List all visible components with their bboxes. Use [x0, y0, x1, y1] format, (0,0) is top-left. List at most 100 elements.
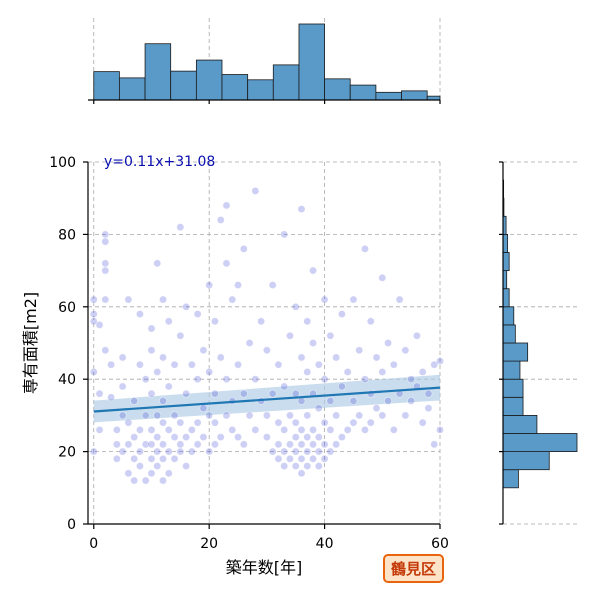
- data-point: [268, 281, 277, 289]
- data-point: [303, 411, 312, 420]
- data-point: [291, 418, 300, 427]
- data-point: [245, 411, 254, 420]
- data-point: [251, 425, 260, 434]
- data-point: [303, 462, 312, 470]
- data-point: [326, 397, 335, 405]
- data-point: [211, 317, 219, 326]
- data-point: [89, 317, 98, 326]
- data-point: [338, 310, 346, 318]
- data-point: [262, 346, 271, 355]
- data-point: [170, 360, 179, 369]
- data-point: [291, 389, 300, 398]
- data-point: [222, 411, 231, 420]
- x-tick-label: 40: [316, 536, 334, 552]
- data-point: [193, 418, 202, 427]
- x-tick-label: 0: [89, 536, 98, 552]
- x-marginal-histogram: [88, 18, 441, 104]
- data-point: [187, 425, 196, 434]
- data-point: [309, 440, 317, 449]
- data-point: [118, 447, 127, 456]
- data-point: [182, 302, 190, 311]
- x-axis-label: 築年数[年]: [226, 558, 303, 577]
- data-point: [147, 346, 156, 355]
- data-point: [378, 273, 387, 282]
- data-point: [291, 302, 300, 311]
- data-point: [124, 418, 133, 427]
- data-point: [222, 375, 231, 384]
- x-hist-bar: [247, 79, 274, 101]
- data-point: [124, 440, 133, 449]
- y-hist-bar: [502, 342, 529, 362]
- data-point: [234, 433, 242, 442]
- data-point: [309, 266, 317, 275]
- data-point: [343, 368, 352, 376]
- data-point: [378, 368, 387, 376]
- data-point: [407, 375, 416, 384]
- data-point: [170, 454, 179, 463]
- x-hist-bar: [324, 78, 351, 101]
- data-point: [303, 447, 312, 456]
- data-point: [251, 375, 260, 384]
- data-point: [118, 382, 127, 391]
- data-point: [274, 454, 283, 463]
- data-point: [136, 360, 144, 369]
- y-hist-bar: [502, 451, 550, 471]
- data-point: [314, 447, 323, 456]
- data-point: [228, 425, 237, 434]
- data-point: [187, 447, 196, 456]
- data-point: [136, 447, 144, 456]
- data-point: [349, 397, 358, 405]
- x-hist-bar: [118, 77, 146, 101]
- data-point: [314, 462, 323, 470]
- data-point: [216, 353, 225, 362]
- x-hist-bar: [349, 84, 377, 101]
- data-point: [222, 201, 231, 210]
- data-point: [280, 425, 289, 434]
- data-point: [159, 454, 167, 463]
- data-point: [320, 375, 329, 384]
- data-point: [164, 469, 173, 478]
- grid-lines: [88, 161, 441, 525]
- data-point: [101, 237, 110, 246]
- data-point: [297, 454, 306, 463]
- data-point: [136, 310, 144, 318]
- data-point: [320, 440, 329, 449]
- data-point: [297, 469, 306, 478]
- y-tick-label: 20: [58, 445, 76, 461]
- data-point: [211, 440, 219, 449]
- data-point: [112, 454, 121, 463]
- data-point: [130, 476, 139, 485]
- data-point: [361, 425, 369, 434]
- data-point: [424, 404, 433, 413]
- data-point: [112, 425, 121, 434]
- data-point: [187, 360, 196, 369]
- data-point: [395, 295, 404, 304]
- data-point: [332, 353, 341, 362]
- data-point: [95, 389, 104, 398]
- data-point: [326, 447, 335, 456]
- data-point: [234, 281, 242, 289]
- data-point: [205, 411, 214, 420]
- y-tick-label: 80: [58, 227, 76, 243]
- data-point: [436, 357, 444, 365]
- data-point: [303, 368, 312, 376]
- data-point: [274, 440, 283, 449]
- data-point: [274, 418, 283, 427]
- data-point: [297, 205, 306, 213]
- data-point: [413, 331, 421, 340]
- data-point: [355, 346, 364, 355]
- data-point: [118, 411, 127, 420]
- data-point: [326, 331, 335, 340]
- data-point: [338, 433, 346, 442]
- data-point: [136, 462, 144, 470]
- data-point: [95, 425, 104, 434]
- data-point: [107, 360, 115, 369]
- data-point: [320, 418, 329, 427]
- scatter-plot: y=0.11x+31.08 0 20 40 60 0 20 40 60 80 100 築年数[年]…: [21, 154, 449, 577]
- data-point: [159, 397, 167, 405]
- data-point: [216, 216, 225, 224]
- data-point: [141, 411, 150, 420]
- data-points: [89, 187, 444, 485]
- data-point: [274, 360, 283, 369]
